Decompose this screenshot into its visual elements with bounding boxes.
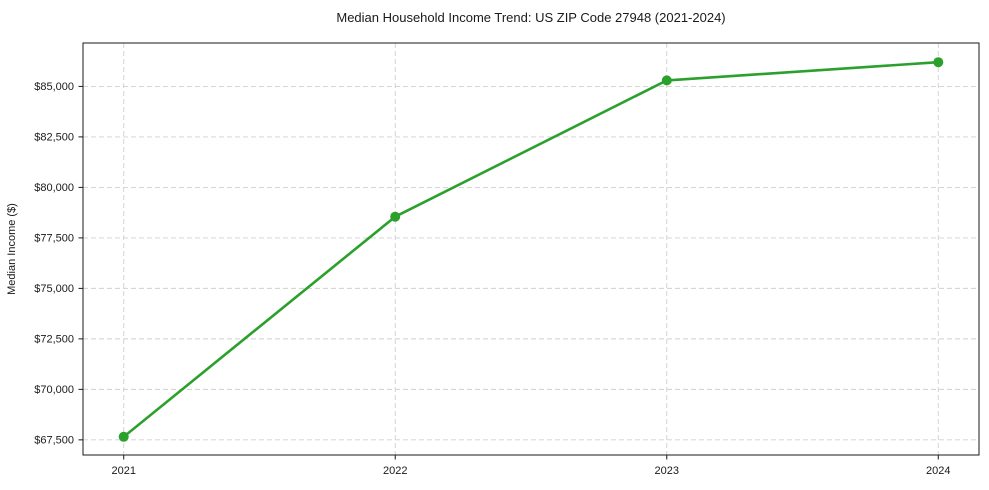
x-tick-label: 2023 [655,465,679,477]
y-axis-label: Median Income ($) [6,203,18,295]
chart-title: Median Household Income Trend: US ZIP Co… [336,10,725,25]
trend-line [122,60,940,439]
x-tick-label: 2022 [383,465,407,477]
y-tick-label: $82,500 [34,131,74,143]
y-tick-label: $67,500 [34,434,74,446]
data-point-2023 [661,75,672,86]
y-tick-label: $70,000 [34,384,74,396]
y-tick-label: $75,000 [34,283,74,295]
plot-border [82,42,980,456]
plot-area: $67,500 $70,000 $72,500 $75,000 $77,500 $80,0… [34,42,980,477]
data-point-2024 [933,57,944,68]
y-tick-label: $72,500 [34,333,74,345]
x-tick-label: 2021 [111,465,135,477]
x-tick-label: 2024 [926,465,950,477]
y-tick-label: $80,000 [34,182,74,194]
y-tick-label: $85,000 [34,81,74,93]
y-tick-label: $77,500 [34,232,74,244]
data-point-2022 [390,211,401,222]
data-point-2021 [118,431,129,442]
